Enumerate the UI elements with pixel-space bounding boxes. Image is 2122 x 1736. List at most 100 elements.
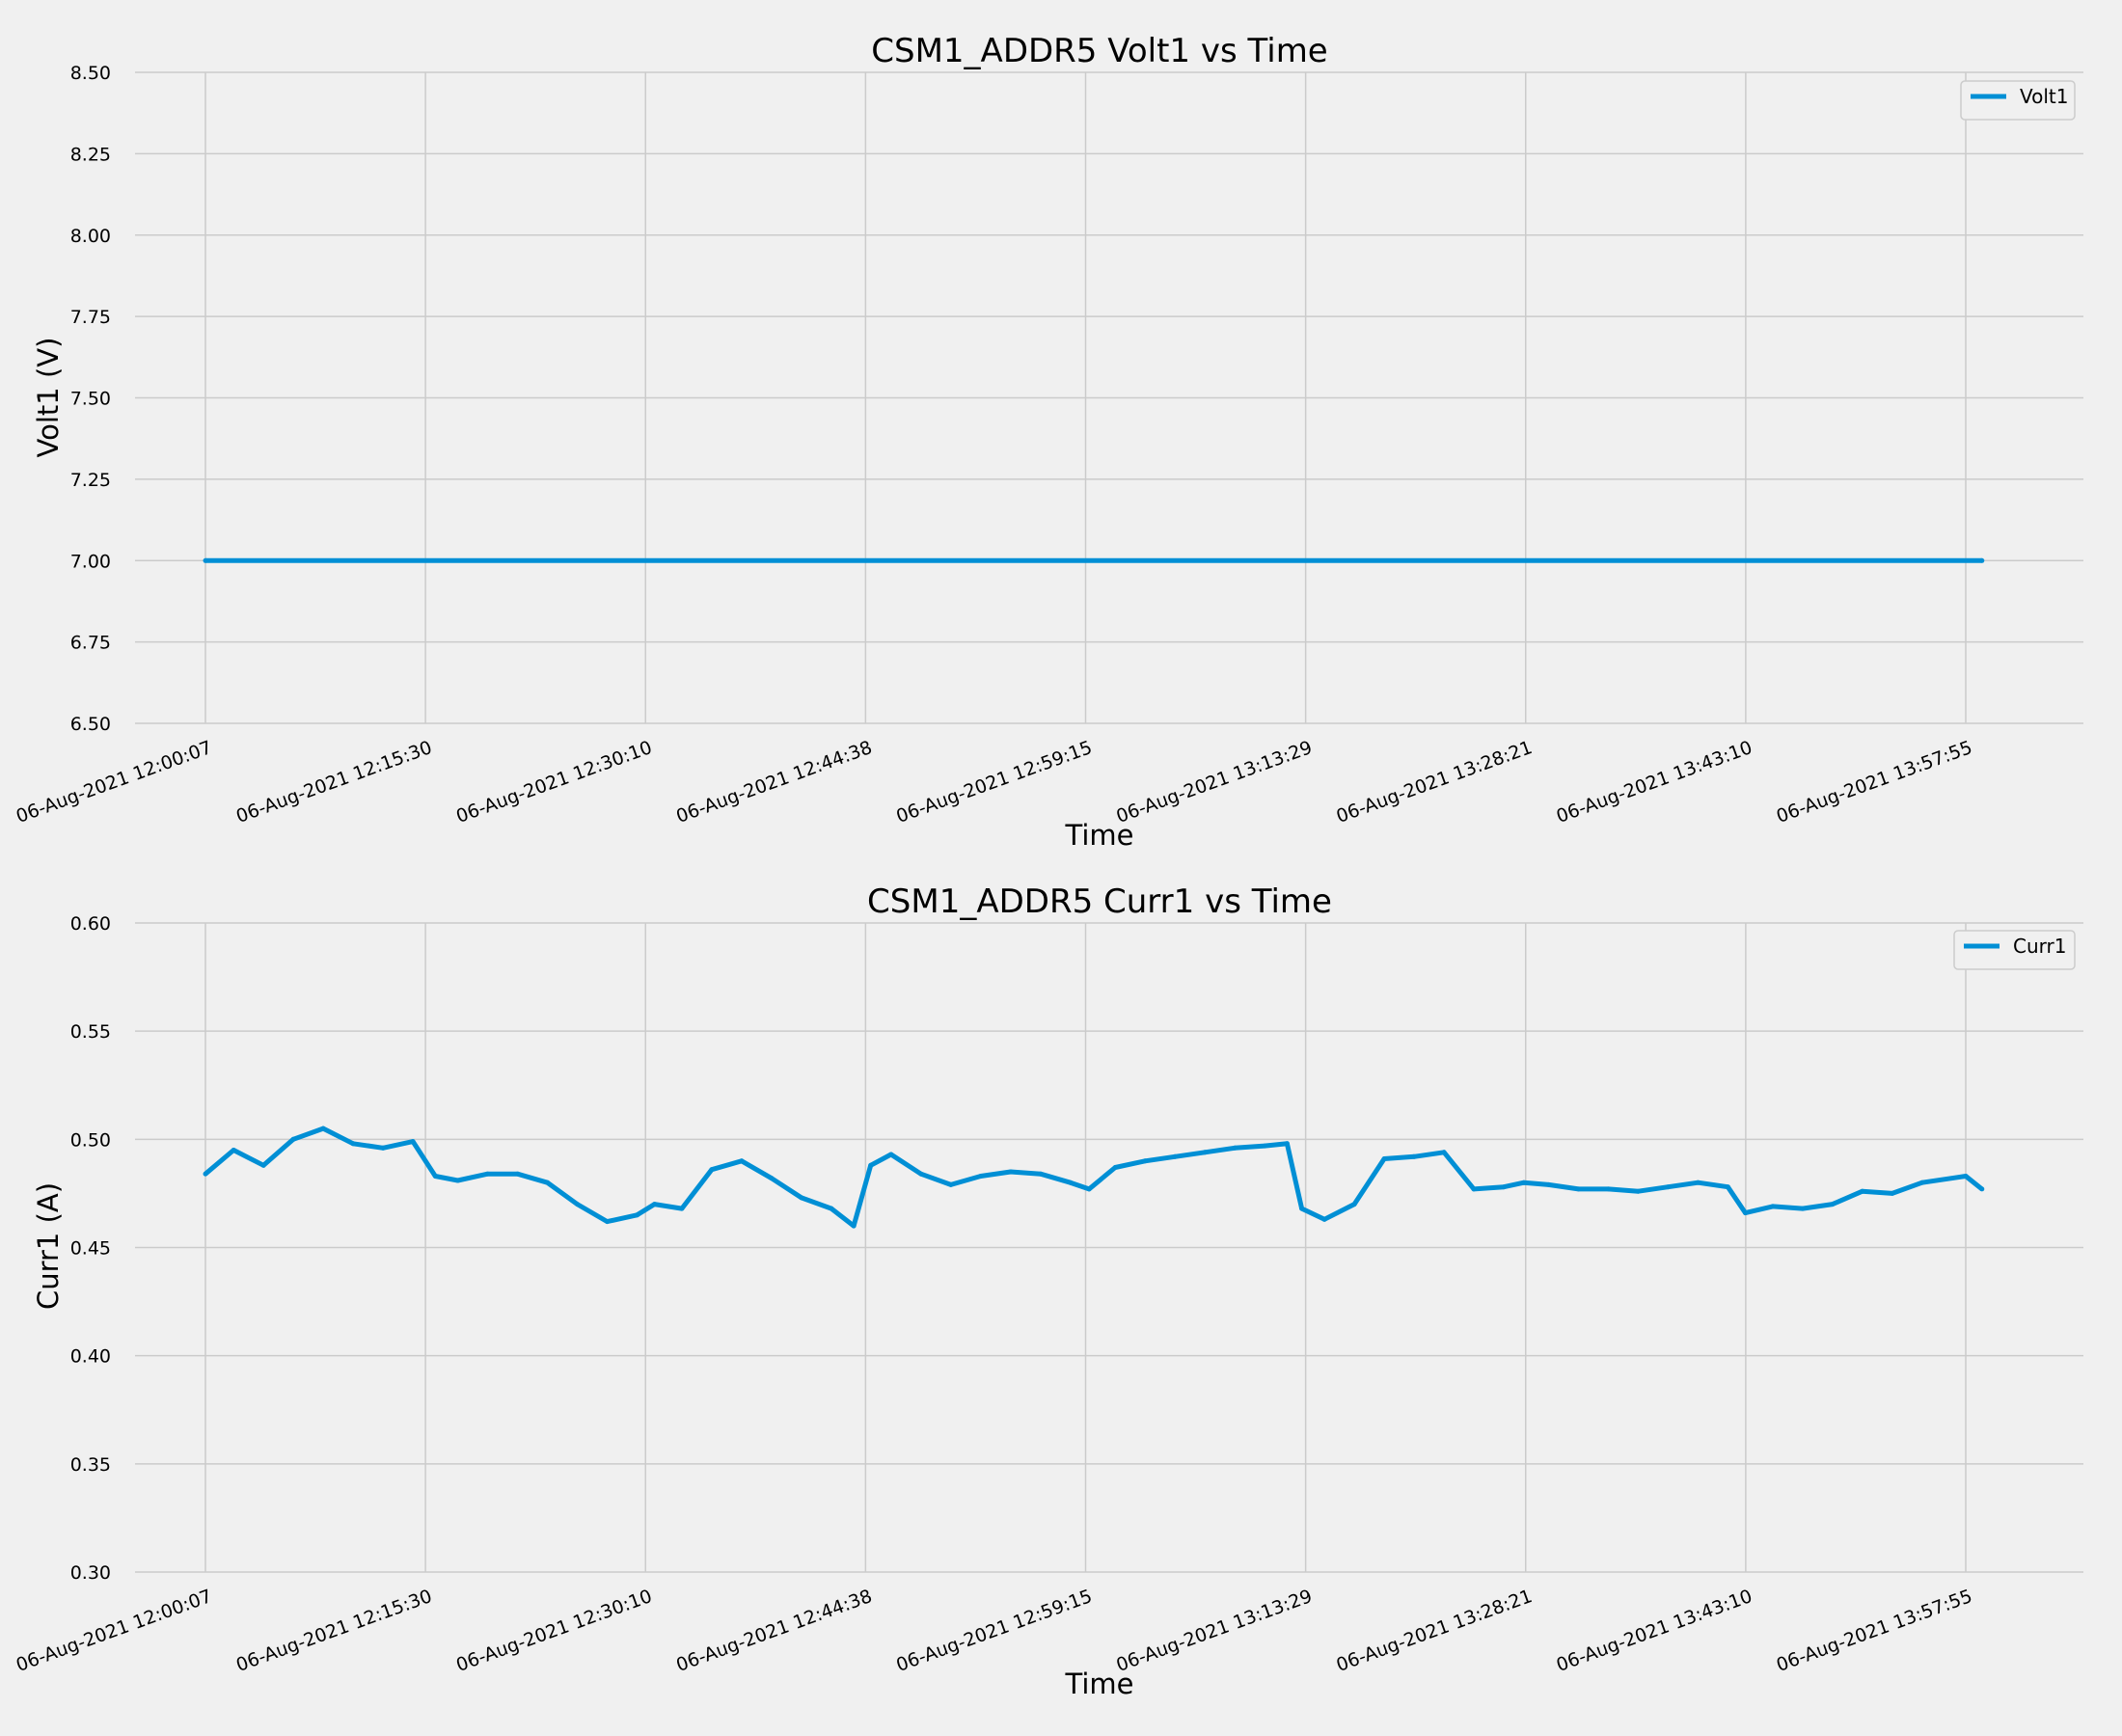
- series: [203, 1126, 1985, 1229]
- data-point: [1979, 557, 1985, 563]
- y-axis-label: Volt1 (V): [32, 338, 65, 458]
- y-tick-label: 8.00: [70, 226, 111, 247]
- data-point: [410, 1139, 416, 1145]
- data-point: [978, 1174, 984, 1179]
- data-point: [1172, 1153, 1178, 1159]
- data-point: [1665, 1184, 1671, 1190]
- data-point: [203, 557, 208, 563]
- data-point: [605, 1219, 610, 1225]
- data-point: [290, 1136, 296, 1142]
- data-point: [203, 1171, 208, 1177]
- data-point: [635, 1212, 639, 1218]
- data-point: [320, 1126, 326, 1131]
- grid: [135, 922, 2083, 1573]
- data-point: [739, 1158, 745, 1164]
- y-tick-label: 0.30: [70, 1562, 111, 1584]
- legend-box: [1953, 930, 2076, 970]
- legend: Volt1: [1960, 80, 2076, 121]
- data-point: [1800, 1206, 1806, 1211]
- data-point: [260, 1162, 266, 1168]
- data-point: [1321, 1216, 1327, 1222]
- data-point: [1770, 1204, 1776, 1209]
- data-point: [1501, 1184, 1507, 1190]
- y-tick-label: 0.35: [70, 1454, 111, 1476]
- data-point: [679, 1206, 685, 1211]
- data-point: [432, 1174, 438, 1179]
- data-point: [1202, 1150, 1208, 1155]
- chart-title: CSM1_ADDR5 Curr1 vs Time: [867, 882, 1332, 921]
- data-point: [1441, 1150, 1447, 1155]
- data-point: [1830, 1202, 1836, 1207]
- data-point: [851, 1223, 857, 1229]
- data-point: [799, 1195, 804, 1201]
- data-point: [1381, 1156, 1387, 1161]
- data-point: [515, 1171, 520, 1177]
- y-tick-label: 7.25: [70, 470, 111, 491]
- data-point: [1636, 1188, 1641, 1194]
- legend-label: Curr1: [2013, 935, 2066, 958]
- data-point: [1284, 1141, 1290, 1147]
- y-tick-label: 0.60: [70, 913, 111, 935]
- series: [203, 557, 1985, 563]
- y-tick-label: 0.50: [70, 1129, 111, 1151]
- y-tick-label: 7.50: [70, 389, 111, 410]
- data-point: [485, 1171, 490, 1177]
- data-point: [380, 1145, 386, 1151]
- data-point: [1576, 1186, 1581, 1192]
- data-point: [1979, 1186, 1985, 1192]
- data-point: [1038, 1171, 1044, 1177]
- data-point: [1471, 1186, 1477, 1192]
- legend: Curr1: [1953, 930, 2076, 970]
- data-point: [1351, 1202, 1357, 1207]
- data-point: [1068, 1180, 1074, 1185]
- y-tick-label: 8.50: [70, 63, 111, 84]
- legend-label: Volt1: [2020, 85, 2069, 108]
- y-tick-label: 6.50: [70, 714, 111, 735]
- legend-box: [1960, 80, 2076, 121]
- data-point: [652, 1202, 657, 1207]
- data-point: [1963, 1174, 1969, 1179]
- data-point: [1232, 1145, 1238, 1151]
- y-tick-label: 0.55: [70, 1021, 111, 1043]
- data-point: [575, 1202, 580, 1207]
- y-tick-label: 7.75: [70, 307, 111, 328]
- data-point: [1890, 1190, 1895, 1196]
- data-point: [1086, 1186, 1092, 1192]
- data-point: [1860, 1188, 1865, 1194]
- data-point: [868, 1162, 874, 1168]
- data-point: [709, 1167, 715, 1173]
- data-point: [1919, 1180, 1925, 1185]
- data-point: [350, 1141, 356, 1147]
- data-point: [769, 1176, 775, 1181]
- data-point: [231, 1148, 236, 1153]
- data-point: [1008, 1169, 1014, 1175]
- data-point: [1299, 1206, 1305, 1211]
- data-point: [948, 1181, 954, 1187]
- data-point: [829, 1206, 834, 1211]
- y-tick-label: 0.45: [70, 1238, 111, 1260]
- data-point: [1606, 1186, 1611, 1192]
- data-point: [1142, 1158, 1148, 1164]
- data-point: [1695, 1180, 1700, 1185]
- y-axis-label: Curr1 (A): [32, 1182, 65, 1310]
- data-point: [1262, 1143, 1267, 1149]
- data-point: [1521, 1180, 1527, 1185]
- y-tick-label: 8.25: [70, 144, 111, 165]
- data-point: [1546, 1181, 1551, 1187]
- chart-title: CSM1_ADDR5 Volt1 vs Time: [871, 32, 1327, 70]
- data-point: [545, 1180, 550, 1185]
- x-axis-label: Time: [1065, 1668, 1134, 1700]
- y-tick-label: 6.75: [70, 633, 111, 654]
- data-point: [455, 1178, 461, 1183]
- y-tick-label: 7.00: [70, 551, 111, 572]
- y-tick-labels: 0.30 0.35 0.40 0.45 0.50 0.55 0.60: [70, 913, 111, 1584]
- data-point: [888, 1152, 894, 1157]
- y-tick-label: 0.40: [70, 1346, 111, 1368]
- data-point: [1725, 1184, 1730, 1190]
- data-point: [918, 1171, 924, 1177]
- data-point: [1112, 1165, 1118, 1170]
- x-axis-label: Time: [1065, 819, 1134, 852]
- data-point: [1411, 1153, 1417, 1159]
